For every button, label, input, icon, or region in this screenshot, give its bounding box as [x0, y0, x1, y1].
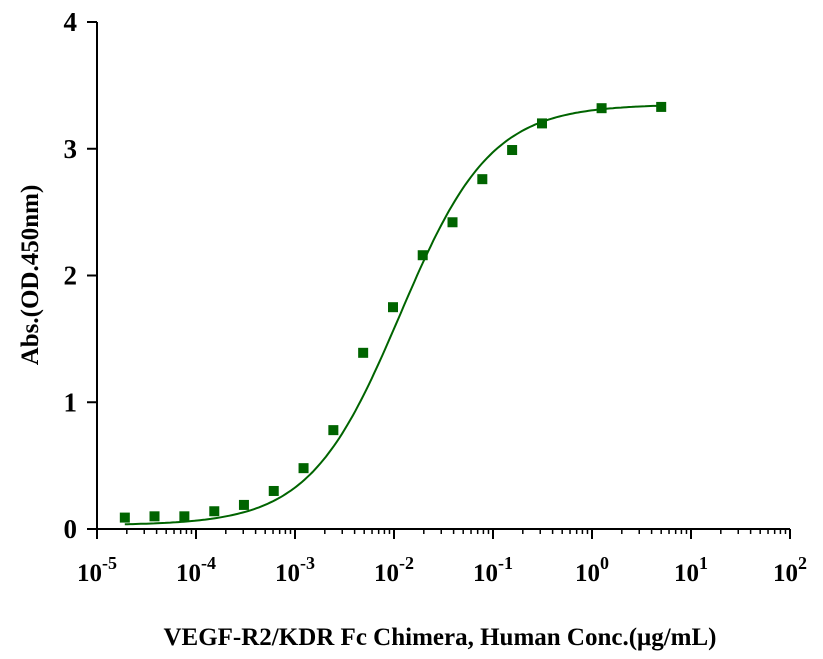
x-axis-label: VEGF-R2/KDR Fc Chimera, Human Conc.(μg/m… — [163, 624, 716, 651]
y-tick-label: 3 — [64, 134, 78, 164]
data-point — [209, 506, 220, 517]
data-point — [298, 463, 309, 474]
data-point — [596, 103, 607, 114]
data-point — [179, 511, 190, 522]
data-point — [358, 347, 369, 358]
y-axis-label: Abs.(OD.450nm) — [17, 185, 44, 366]
y-tick-label: 4 — [64, 7, 78, 37]
data-point — [119, 512, 130, 523]
data-point — [149, 511, 160, 522]
x-tick-label: 101 — [674, 553, 708, 587]
fit-curve-group — [124, 104, 662, 526]
axes: 0 1 2 3 4 10-5 10-4 10-3 10-2 10-1 100 101 102 — [64, 7, 808, 587]
x-tick-label: 10-4 — [176, 553, 216, 587]
y-tick-label: 0 — [64, 514, 78, 544]
data-point — [656, 101, 667, 112]
fit-curve — [124, 104, 662, 526]
y-tick-label: 2 — [64, 261, 78, 291]
x-tick-label: 10-2 — [374, 553, 414, 587]
data-point — [387, 302, 398, 313]
x-tick-label: 10-3 — [275, 553, 315, 587]
data-point — [268, 485, 279, 496]
data-points — [119, 101, 667, 523]
data-point — [477, 174, 488, 185]
x-tick-label: 10-1 — [473, 553, 513, 587]
data-point — [238, 499, 249, 510]
data-point — [447, 217, 458, 228]
x-tick-label: 102 — [773, 553, 807, 587]
x-tick-label: 100 — [575, 553, 609, 587]
data-point — [536, 118, 547, 129]
y-tick-label: 1 — [64, 387, 78, 417]
data-point — [417, 250, 428, 261]
data-point — [328, 425, 339, 436]
data-point — [507, 145, 518, 156]
x-tick-label: 10-5 — [77, 553, 117, 587]
